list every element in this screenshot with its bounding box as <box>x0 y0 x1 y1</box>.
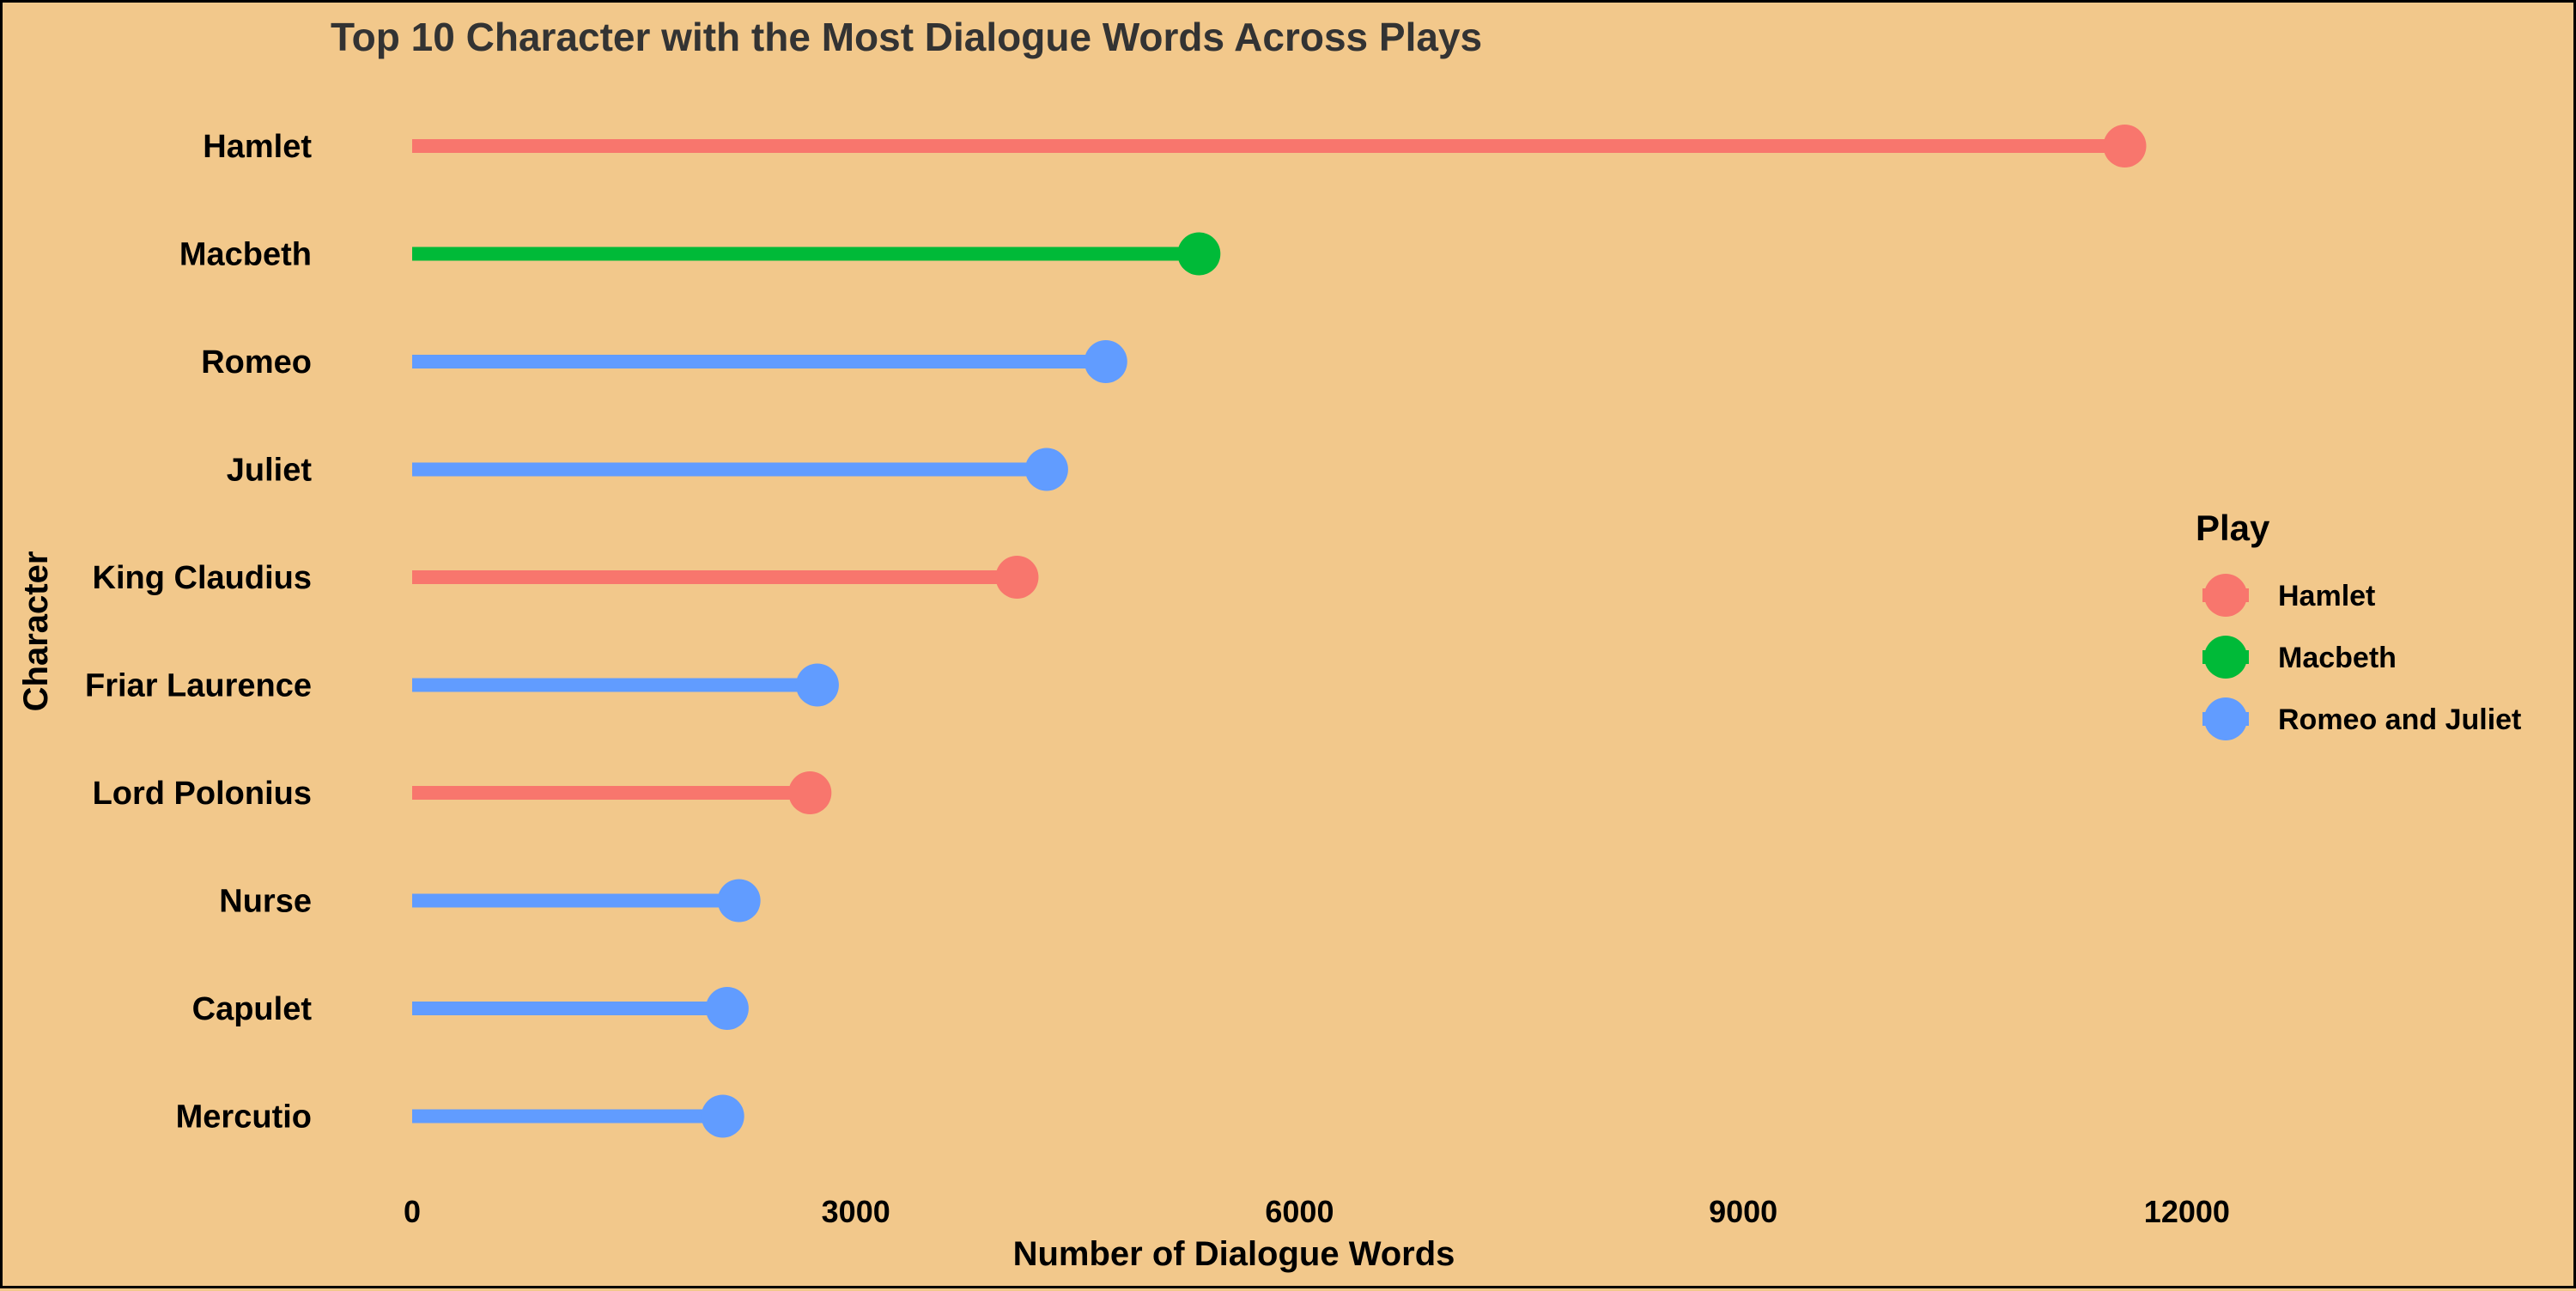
x-tick-12000: 12000 <box>2144 1194 2230 1229</box>
point-romeo <box>1084 340 1127 383</box>
x-tick-labels: 0 3000 6000 9000 12000 <box>404 1194 2230 1229</box>
category-label-romeo: Romeo <box>201 344 312 381</box>
category-label-macbeth: Macbeth <box>179 237 312 273</box>
x-tick-9000: 9000 <box>1709 1194 1777 1229</box>
legend: Play Hamlet Macbeth Romeo and Juliet <box>2196 508 2521 740</box>
point-hamlet <box>2103 125 2147 167</box>
legend-key-dot <box>2204 574 2247 617</box>
point-friar-laurence <box>795 663 839 707</box>
category-label-juliet: Juliet <box>227 453 313 489</box>
legend-entries: Hamlet Macbeth Romeo and Juliet <box>2202 574 2521 740</box>
point-king-claudius <box>995 556 1039 599</box>
x-axis-title: Number of Dialogue Words <box>1013 1235 1455 1273</box>
legend-label: Hamlet <box>2278 580 2375 612</box>
category-labels: Hamlet Macbeth Romeo Juliet King Claudius Fri… <box>85 129 312 1136</box>
point-macbeth <box>1177 232 1221 276</box>
legend-key-dot <box>2204 636 2247 679</box>
x-tick-6000: 6000 <box>1265 1194 1334 1229</box>
legend-key-dot <box>2204 697 2247 740</box>
lollipop-group <box>412 125 2147 1138</box>
y-axis-title: Character <box>17 551 55 712</box>
category-label-hamlet: Hamlet <box>203 129 312 165</box>
point-capulet <box>705 987 749 1030</box>
x-tick-3000: 3000 <box>822 1194 890 1229</box>
point-juliet <box>1024 448 1068 491</box>
legend-entry-macbeth: Macbeth <box>2202 636 2397 679</box>
legend-entry-hamlet: Hamlet <box>2202 574 2375 617</box>
point-nurse <box>717 879 761 923</box>
legend-entry-romeo-and-juliet: Romeo and Juliet <box>2202 697 2521 740</box>
category-label-mercutio: Mercutio <box>176 1099 312 1136</box>
x-tick-0: 0 <box>404 1194 421 1229</box>
legend-title: Play <box>2196 508 2270 548</box>
category-label-capulet: Capulet <box>192 991 313 1027</box>
category-label-king-claudius: King Claudius <box>93 560 312 596</box>
legend-label: Romeo and Juliet <box>2278 703 2521 736</box>
chart-title: Top 10 Character with the Most Dialogue … <box>331 15 1482 59</box>
category-label-friar-laurence: Friar Laurence <box>85 668 312 704</box>
category-label-lord-polonius: Lord Polonius <box>93 776 312 812</box>
legend-label: Macbeth <box>2278 642 2397 674</box>
point-mercutio <box>701 1094 744 1138</box>
chart-svg: Top 10 Character with the Most Dialogue … <box>17 15 2521 1273</box>
point-lord-polonius <box>788 771 832 814</box>
category-label-nurse: Nurse <box>219 884 312 920</box>
